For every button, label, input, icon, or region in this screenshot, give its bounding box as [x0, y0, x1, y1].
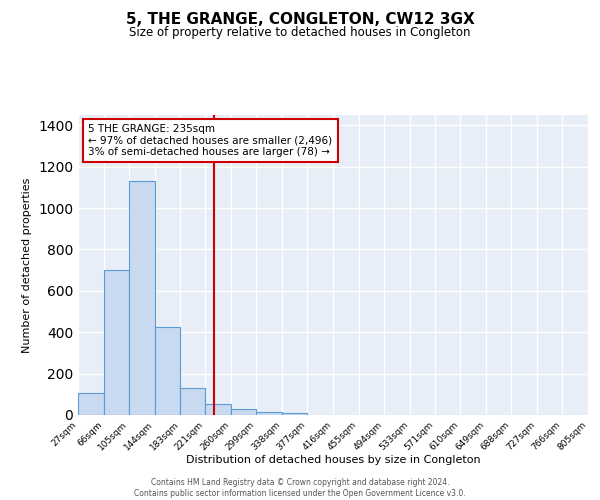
X-axis label: Distribution of detached houses by size in Congleton: Distribution of detached houses by size … [185, 454, 481, 464]
Bar [282, 413, 307, 415]
Text: 5 THE GRANGE: 235sqm
← 97% of detached houses are smaller (2,496)
3% of semi-det: 5 THE GRANGE: 235sqm ← 97% of detached h… [88, 124, 332, 157]
Bar [180, 388, 205, 415]
Text: 5, THE GRANGE, CONGLETON, CW12 3GX: 5, THE GRANGE, CONGLETON, CW12 3GX [125, 12, 475, 28]
Bar [231, 409, 256, 415]
Bar [256, 412, 282, 415]
Bar [129, 181, 155, 415]
Bar [155, 327, 180, 415]
Text: Size of property relative to detached houses in Congleton: Size of property relative to detached ho… [129, 26, 471, 39]
Bar [205, 404, 231, 415]
Y-axis label: Number of detached properties: Number of detached properties [22, 178, 32, 352]
Bar [104, 270, 129, 415]
Bar [78, 394, 104, 415]
Text: Contains HM Land Registry data © Crown copyright and database right 2024.
Contai: Contains HM Land Registry data © Crown c… [134, 478, 466, 498]
